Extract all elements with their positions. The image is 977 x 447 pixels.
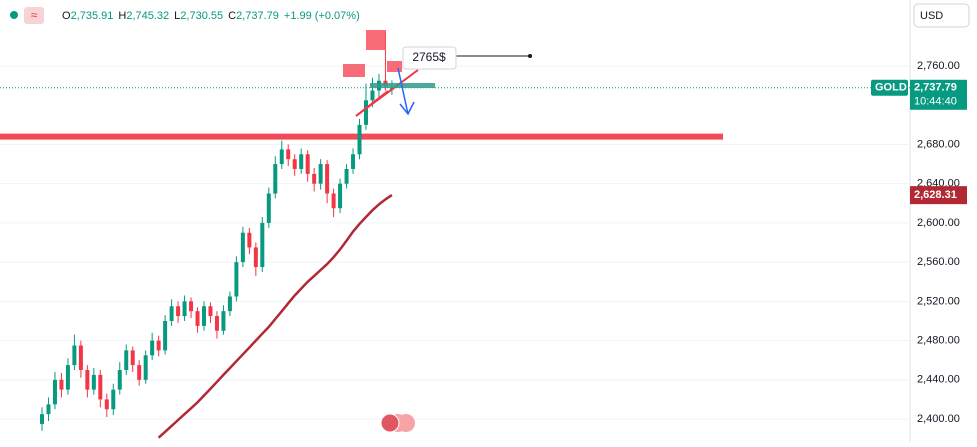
y-tick-label: 2,440.00: [917, 374, 960, 386]
y-tick-label: 2,600.00: [917, 217, 960, 229]
candle-body: [130, 350, 135, 366]
candle-body: [195, 311, 200, 326]
candle-body: [202, 306, 206, 326]
ohlc-key: O: [62, 10, 71, 22]
price-tag: [910, 79, 967, 110]
candle-body: [364, 100, 368, 125]
candle-body: [351, 154, 356, 169]
y-axis: 2,760.002,680.002,640.002,600.002,560.00…: [871, 60, 967, 425]
change: +1.99 (+0.07%): [284, 10, 360, 22]
candle-body: [312, 173, 317, 184]
currency-button[interactable]: [913, 3, 970, 28]
icon: ≈: [31, 8, 38, 22]
candle-body: [59, 379, 64, 390]
price-axis: [910, 0, 977, 442]
y-tick-label: 2,680.00: [917, 138, 960, 150]
callout-dot: [528, 54, 532, 58]
y-tick-label: 2,480.00: [917, 335, 960, 347]
y-tick-label: 2,760.00: [917, 60, 960, 72]
drawings: 2765$: [343, 30, 532, 433]
callout-text: 2765$: [412, 50, 446, 64]
candle-body: [318, 164, 323, 184]
candle-body: [78, 345, 83, 371]
symbol-tag: [871, 79, 908, 96]
candle-body: [279, 149, 284, 165]
candle-body: [65, 365, 70, 390]
ohlc-header: O2,735.91 H2,745.32 L2,730.55 C2,737.79 +1.9…: [62, 10, 360, 22]
price-label: 2,737.79: [914, 82, 957, 94]
ohlc-value: 2,737.79: [236, 10, 279, 22]
candle-body: [331, 193, 336, 209]
candle-body: [169, 306, 174, 321]
ma-price-tag: [910, 186, 967, 205]
candle-body: [52, 379, 57, 405]
ohlc-key: H: [118, 10, 126, 22]
candle-body: [150, 340, 155, 356]
candle-body: [98, 374, 103, 400]
candle-body: [143, 355, 148, 380]
status-dot: [10, 11, 18, 19]
candle-body: [208, 306, 213, 317]
candle-body: [85, 370, 90, 390]
flag-circle: [380, 413, 400, 433]
candle-body: [111, 389, 116, 410]
candle-body: [234, 262, 239, 297]
plot: [0, 31, 910, 439]
candle-body: [299, 154, 304, 169]
candle-body: [156, 340, 161, 351]
ohlc-key: C: [228, 10, 236, 22]
grid: [0, 65, 910, 420]
candle-body: [137, 365, 142, 380]
candle-body: [189, 301, 194, 312]
ohlc-key: L: [174, 10, 180, 22]
arrow: [397, 67, 415, 116]
candle-body: [344, 168, 349, 184]
candle-body: [338, 183, 343, 209]
candle-body: [124, 350, 129, 371]
candle-body: [253, 247, 258, 268]
candle-body: [104, 399, 109, 410]
symbol-label: GOLD: [875, 82, 907, 94]
candle-body: [266, 193, 271, 223]
candle-body: [91, 374, 96, 390]
candle-body: [240, 232, 245, 263]
candle-body: [46, 404, 51, 415]
countdown: 10:44:40: [914, 96, 957, 108]
candle-body: [182, 301, 187, 317]
candle-body: [370, 90, 375, 101]
candle-body: [273, 164, 278, 194]
candle-body: [247, 232, 252, 248]
candle-body: [221, 311, 226, 331]
candle-body: [214, 316, 219, 331]
triangle-line: [355, 90, 389, 117]
candle-body: [227, 296, 232, 312]
y-tick-label: 2,400.00: [917, 413, 960, 425]
candle-body: [163, 320, 168, 351]
candle-body: [40, 414, 44, 424]
y-tick-label: 2,560.00: [917, 256, 960, 268]
candle-body: [286, 149, 291, 160]
candle-body: [325, 164, 330, 194]
ohlc-value: 2,745.32: [126, 10, 169, 22]
ohlc-value: 2,730.55: [180, 10, 223, 22]
y-tick-label: 2,520.00: [917, 295, 960, 307]
callout-box: [402, 46, 457, 70]
candle-body: [260, 222, 265, 268]
moving-average: [157, 194, 393, 439]
flag-icon: [380, 413, 415, 433]
ma-price-label: 2,628.31: [914, 189, 957, 201]
candle-body: [72, 345, 77, 366]
icon-box[interactable]: [24, 7, 44, 24]
candle-body: [176, 306, 181, 317]
zone-box: [366, 30, 386, 50]
candle-body: [292, 159, 297, 169]
ohlc-value: 2,735.91: [71, 10, 114, 22]
zone-box: [343, 64, 365, 77]
candle-body: [305, 154, 310, 174]
candle-body: [357, 124, 362, 155]
zone-box: [387, 61, 402, 72]
currency[interactable]: USD: [920, 10, 943, 22]
candle-body: [117, 370, 122, 390]
